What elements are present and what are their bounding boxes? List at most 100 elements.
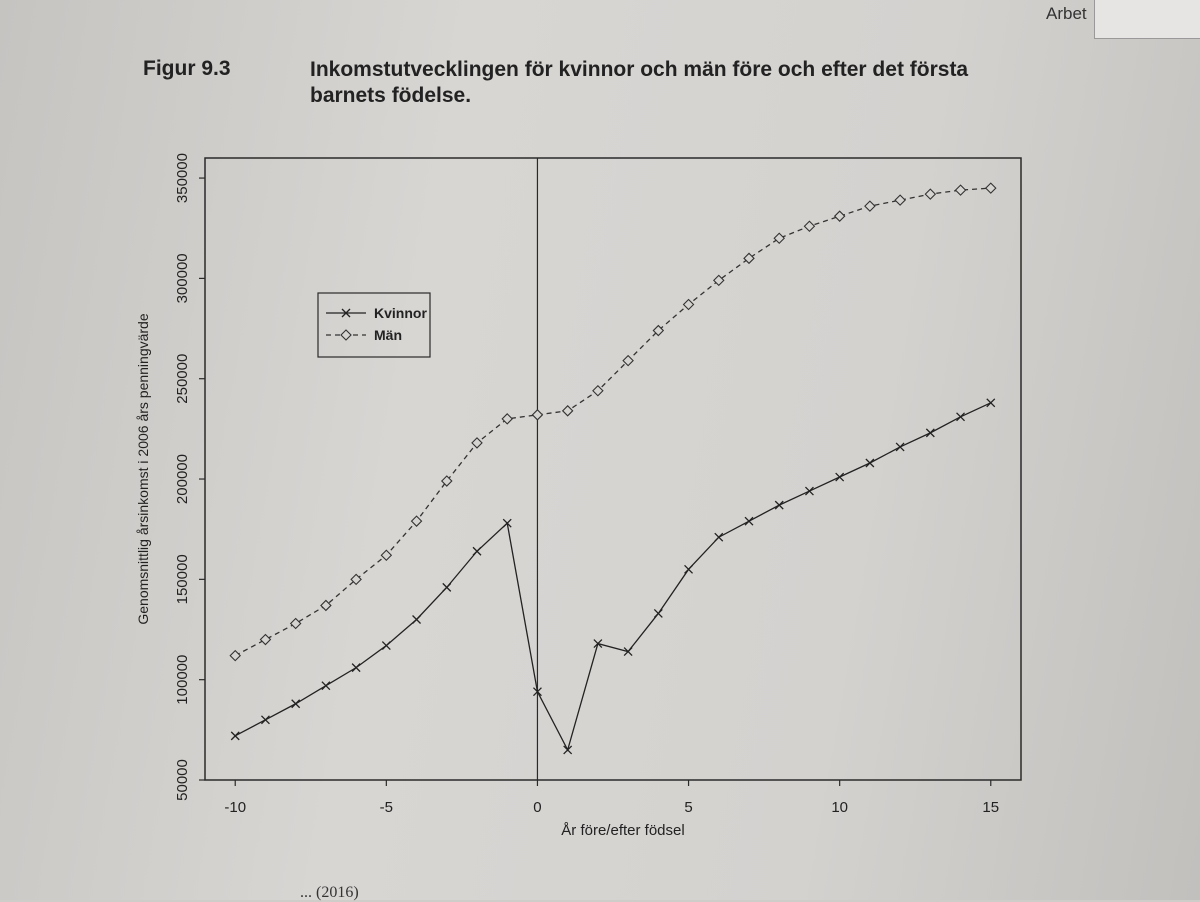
x-marker-stroke [956, 412, 966, 422]
kvinnor-point [321, 681, 331, 691]
source-citation: ... (2016) [300, 884, 359, 901]
x-marker-stroke [532, 687, 542, 697]
plot-frame [204, 157, 1022, 781]
legend-marker [341, 308, 351, 318]
man-point [350, 573, 362, 586]
man-point [471, 437, 483, 449]
man-point [954, 184, 967, 196]
x-marker-stroke [381, 641, 391, 651]
running-head: Arbet [1046, 4, 1087, 23]
kvinnor-point [835, 472, 845, 482]
kvinnor-point [260, 715, 270, 725]
y-tick-label: 150000 [174, 554, 191, 604]
kvinnor-point [381, 641, 391, 651]
man-point [984, 182, 997, 194]
kvinnor-point [593, 639, 603, 649]
x-marker-stroke [351, 663, 361, 673]
kvinnor-point [351, 663, 361, 673]
x-marker-stroke [744, 516, 754, 526]
man-point [289, 617, 302, 630]
kvinnor-point [925, 428, 935, 438]
x-marker-stroke [472, 546, 482, 556]
kvinnor-point [895, 442, 905, 452]
y-tick-label: 250000 [174, 354, 191, 404]
x-tick-label: -5 [380, 799, 393, 816]
x-tick-label: 0 [533, 799, 541, 816]
x-marker-stroke [623, 647, 633, 657]
kvinnor-point [412, 615, 422, 624]
man-point [924, 188, 937, 200]
man-point [592, 384, 604, 397]
man-point [864, 200, 876, 212]
kvinnor-point [623, 647, 633, 657]
x-marker-stroke [442, 582, 452, 592]
x-marker-stroke [804, 486, 814, 496]
kvinnor-point [774, 500, 784, 510]
x-marker-stroke [502, 518, 512, 528]
x-axis-label: År före/efter födsel [561, 822, 684, 839]
kvinnor-point [684, 564, 694, 574]
man-point [531, 409, 544, 421]
x-marker-stroke [321, 681, 331, 691]
x-tick-label: 10 [831, 799, 848, 816]
y-axis-label: Genomsnittlig årsinkomst i 2006 års penn… [135, 313, 151, 624]
x-marker-stroke [925, 428, 935, 438]
man-point [320, 599, 332, 612]
y-tick-label: 300000 [174, 253, 191, 303]
x-marker-stroke [986, 398, 996, 408]
x-marker-stroke [653, 609, 663, 618]
kvinnor-point [865, 458, 875, 468]
man-point [682, 298, 695, 311]
man-point [712, 274, 725, 287]
kvinnor-point [341, 308, 351, 318]
man-point [894, 194, 906, 206]
figure-title: Inkomstutvecklingen för kvinnor och män … [310, 58, 969, 107]
man-point [833, 210, 846, 222]
y-tick-label: 100000 [174, 655, 191, 705]
man-point [380, 549, 393, 562]
kvinnor-point [986, 398, 996, 408]
man-point [773, 232, 786, 245]
kvinnor-point [744, 516, 754, 526]
figure-label: Figur 9.3 [143, 57, 231, 80]
x-tick-label: 15 [982, 799, 999, 816]
x-tick-label: -10 [224, 799, 246, 816]
man-point [622, 354, 634, 367]
x-marker-stroke [895, 442, 905, 452]
legend-box [317, 292, 431, 358]
kvinnor-point [956, 412, 966, 422]
man-point [501, 413, 514, 425]
kvinnor-point [230, 731, 240, 741]
kvinnor-point [714, 532, 724, 542]
x-marker-stroke [835, 472, 845, 482]
man-point [440, 475, 453, 487]
y-tick-label: 50000 [174, 759, 191, 801]
man-point [410, 515, 423, 527]
x-tick-label: 5 [684, 799, 692, 816]
man-point [652, 324, 665, 337]
x-marker-stroke [260, 715, 270, 725]
x-marker-stroke [230, 731, 240, 741]
kvinnor-point [653, 609, 663, 618]
man-point [229, 649, 242, 662]
x-marker-stroke [593, 639, 603, 649]
x-marker-stroke [865, 458, 875, 468]
kvinnor-point [502, 518, 512, 528]
kvinnor-point [804, 486, 814, 496]
x-marker-stroke [341, 308, 351, 318]
x-marker-stroke [714, 532, 724, 542]
legend-label: Män [374, 327, 402, 343]
kvinnor-point [563, 745, 573, 755]
kvinnor-point [291, 699, 301, 709]
kvinnor-point [532, 687, 542, 697]
x-marker-stroke [563, 745, 573, 755]
man-point [743, 252, 755, 265]
kvinnor-series-line [234, 402, 992, 752]
x-marker-stroke [774, 500, 784, 510]
man-point [340, 329, 352, 341]
legend-marker [340, 329, 352, 341]
x-marker-stroke [684, 564, 694, 574]
page-tab [1094, 0, 1200, 39]
